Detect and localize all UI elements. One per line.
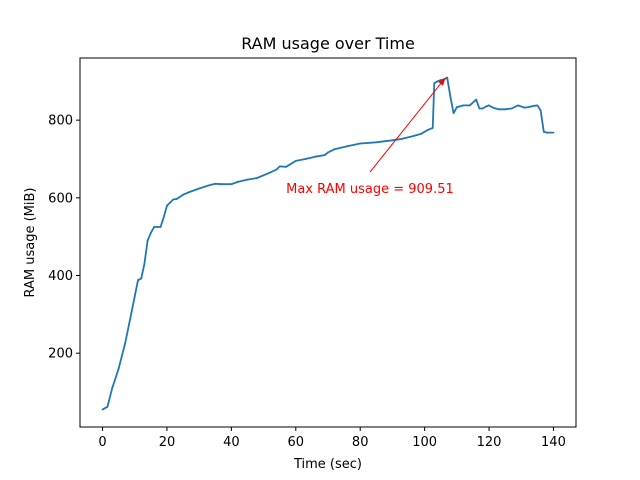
data-point: [327, 151, 329, 154]
data-point: [436, 80, 439, 83]
data-point: [452, 112, 455, 115]
data-point: [275, 168, 278, 171]
data-point: [491, 106, 494, 109]
data-point: [236, 181, 239, 183]
data-point: [449, 95, 452, 98]
data-point: [172, 198, 175, 201]
y-tick-label: 400: [48, 269, 73, 284]
data-point: [478, 107, 481, 110]
data-point: [159, 226, 162, 228]
data-point: [169, 201, 172, 204]
data-point: [269, 171, 271, 174]
data-point: [494, 107, 497, 110]
x-axis: 0 20 40 60 80 100 120 140: [98, 427, 566, 450]
data-point: [137, 279, 139, 282]
data-point: [510, 107, 513, 110]
data-point: [278, 165, 281, 168]
plot-area: [79, 57, 577, 428]
data-point: [143, 263, 146, 265]
data-point: [106, 405, 109, 408]
x-tick-label: 140: [541, 435, 566, 450]
plot-frame: [79, 57, 577, 428]
data-point: [375, 141, 378, 144]
data-point: [230, 183, 233, 186]
data-point: [446, 76, 449, 79]
data-point: [333, 148, 336, 151]
y-axis: 200 400 600 800: [48, 114, 80, 362]
data-point: [455, 106, 458, 109]
data-point: [431, 127, 434, 129]
data-point: [314, 155, 316, 158]
data-point: [182, 193, 185, 196]
data-point: [533, 104, 535, 107]
data-point: [294, 160, 297, 162]
data-point: [166, 204, 168, 207]
data-point: [130, 311, 133, 314]
data-point: [285, 165, 287, 168]
y-tick-label: 600: [48, 191, 73, 206]
data-point: [484, 105, 487, 108]
y-tick-label: 200: [48, 347, 73, 362]
data-point: [552, 131, 555, 134]
data-point: [304, 158, 307, 160]
data-point: [188, 191, 191, 193]
x-tick-label: 40: [223, 435, 240, 450]
data-point: [420, 132, 423, 135]
data-point: [153, 226, 156, 228]
data-point: [504, 108, 506, 111]
data-point: [220, 183, 223, 186]
data-point: [117, 367, 120, 370]
data-point: [410, 135, 413, 138]
data-point: [401, 137, 403, 140]
annotation-arrowhead: [438, 77, 446, 86]
annotation-text: Max RAM usage = 909.51: [286, 182, 454, 197]
x-tick-label: 120: [477, 435, 502, 450]
x-tick-label: 60: [288, 435, 305, 450]
data-point: [475, 98, 478, 101]
data-point: [481, 107, 484, 110]
data-point: [536, 104, 539, 107]
data-point: [433, 82, 436, 85]
data-point: [124, 342, 126, 345]
chart-title: RAM usage over Time: [241, 34, 415, 53]
data-point: [542, 130, 545, 133]
data-point: [468, 104, 471, 107]
data-point: [256, 177, 258, 179]
y-tick-label: 800: [48, 114, 73, 129]
data-point: [359, 142, 362, 145]
x-tick-label: 100: [412, 435, 437, 450]
data-point: [530, 105, 532, 108]
data-point: [488, 104, 490, 107]
data-point: [101, 408, 104, 411]
data-point: [462, 104, 465, 107]
data-point: [214, 182, 217, 185]
y-axis-label: RAM usage (MiB): [23, 188, 38, 298]
x-axis-label: Time (sec): [293, 457, 362, 472]
data-point: [539, 109, 542, 112]
data-point: [323, 154, 326, 157]
data-point: [175, 198, 178, 200]
annotation-arrow: [369, 83, 441, 173]
x-tick-label: 0: [98, 435, 106, 450]
data-point: [156, 226, 159, 228]
data-point: [346, 145, 349, 148]
data-point: [150, 231, 152, 234]
data-point: [111, 387, 114, 390]
data-point: [546, 131, 548, 134]
x-tick-label: 20: [159, 435, 176, 450]
data-point: [246, 178, 249, 181]
data-point: [162, 216, 165, 219]
data-point: [146, 239, 149, 242]
data-point: [523, 106, 526, 109]
x-tick-label: 80: [352, 435, 369, 450]
data-point: [426, 129, 429, 131]
data-point: [198, 187, 201, 190]
data-point: [391, 139, 394, 142]
data-point: [207, 184, 210, 187]
data-point: [517, 104, 519, 107]
data-point: [140, 277, 143, 280]
data-point: [497, 108, 500, 111]
